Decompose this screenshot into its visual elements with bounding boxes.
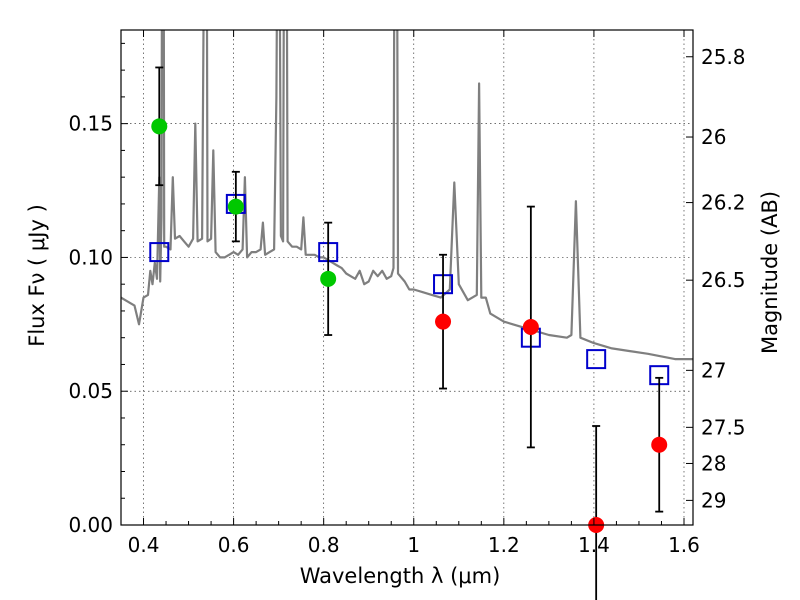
- mag-tick-label: 26.2: [701, 191, 746, 215]
- detection-marker: [227, 198, 244, 215]
- y-axis-label: Flux Fν ( μJy ): [25, 204, 49, 347]
- model-square-marker: [586, 349, 607, 370]
- x-tick-label: 0.6: [218, 533, 250, 557]
- x-tick-label: 1.2: [488, 533, 520, 557]
- detection-marker: [151, 118, 168, 135]
- upper-limit-marker: [435, 313, 452, 330]
- right-axis-label: Magnitude (AB): [758, 191, 782, 354]
- mag-tick-label: 26: [701, 125, 726, 149]
- plot-frame: [120, 29, 694, 526]
- y-tick-label: 0.10: [68, 245, 113, 269]
- mag-tick-label: 29: [701, 488, 726, 512]
- spectrum-line: [121, 30, 693, 361]
- mag-tick-label: 27: [701, 358, 726, 382]
- axes-layer: 0.4 0.6 0.8 1 1.2 1.4 1.6 0.00 0.05 0.10 0.15 25.8 2…: [25, 29, 782, 588]
- x-tick-label: 1: [407, 533, 420, 557]
- grid-layer: [121, 30, 693, 526]
- upper-limit-marker: [522, 319, 539, 335]
- x-tick-label: 0.4: [128, 533, 160, 557]
- mag-tick-label: 28: [701, 451, 726, 475]
- x-axis-label: Wavelength λ (μm): [300, 564, 501, 588]
- mag-tick-label: 27.5: [701, 415, 746, 439]
- upper-limit-marker: [651, 436, 668, 453]
- y-tick-label: 0.15: [68, 112, 113, 136]
- spectrum-layer: [121, 30, 693, 361]
- mag-tick-label: 25.8: [701, 45, 746, 69]
- x-tick-label: 1.4: [578, 533, 610, 557]
- y-tick-label: 0.00: [68, 513, 113, 537]
- unclipped-layer: [151, 66, 668, 600]
- mag-tick-label: 26.5: [701, 268, 746, 292]
- detection-marker: [320, 270, 337, 287]
- x-tick-label: 1.6: [668, 533, 700, 557]
- model-square-marker: [149, 242, 170, 263]
- y-tick-label: 0.05: [68, 379, 113, 403]
- x-tick-label: 0.8: [308, 533, 340, 557]
